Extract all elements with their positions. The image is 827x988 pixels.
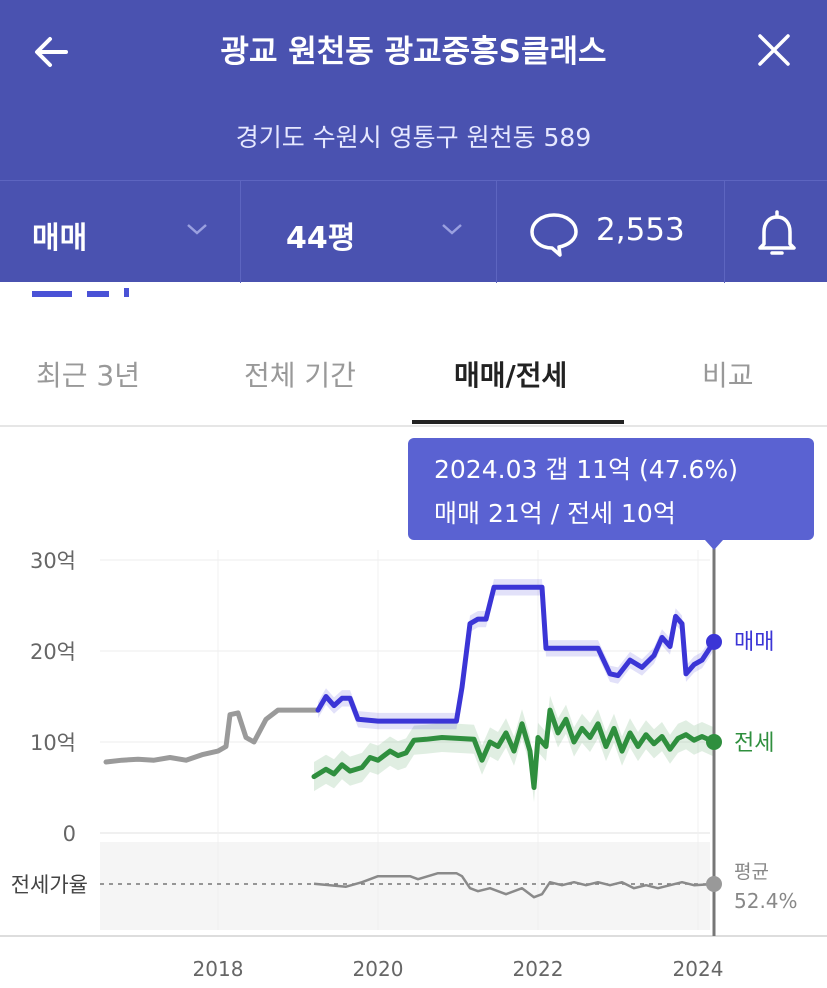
y-tick-label: 20억 — [30, 640, 76, 664]
back-arrow-icon[interactable] — [28, 28, 76, 76]
ratio-end-dot — [706, 876, 722, 892]
close-icon[interactable] — [752, 28, 796, 72]
ratio-line — [313, 871, 715, 899]
page-title: 광교 원천동 광교중흥S클래스 — [220, 34, 607, 70]
tab-compare[interactable]: 비교 — [702, 359, 754, 392]
period-tabs: 최근 3년 전체 기간 매매/전세 비교 — [0, 330, 827, 427]
y-tick-label: 30억 — [30, 549, 76, 573]
active-tab-indicator — [412, 420, 624, 424]
y-tick-label: 0 — [63, 822, 76, 846]
address: 경기도 수원시 영통구 원천동 589 — [235, 123, 592, 152]
header: 광교 원천동 광교중흥S클래스 경기도 수원시 영통구 원천동 589 매매 4… — [0, 0, 827, 283]
tab-recent-3y[interactable]: 최근 3년 — [36, 359, 140, 392]
comment-bubble-icon — [530, 213, 578, 257]
tab-sale-jeonse[interactable]: 매매/전세 — [454, 359, 568, 392]
jeonse-series-label: 전세 — [734, 731, 774, 756]
chevron-down-icon — [187, 224, 207, 235]
x-tick-label: 2018 — [193, 957, 244, 981]
chevron-down-icon — [442, 224, 462, 235]
x-tick-label: 2020 — [353, 957, 404, 981]
average-value: 52.4% — [734, 889, 798, 913]
selector-bar: 매매 44평 — [0, 180, 827, 283]
chart-tooltip: 2024.03 갭 11억 (47.6%) 매매 21억 / 전세 10억 — [408, 438, 814, 540]
x-tick-label: 2022 — [513, 957, 564, 981]
y-tick-label: 10억 — [30, 731, 76, 755]
jeonse-end-dot — [706, 734, 722, 750]
area-select[interactable]: 44평 — [240, 181, 497, 283]
comment-count: 2,553 — [596, 212, 685, 248]
ratio-panel-bg — [100, 842, 710, 930]
x-tick-label: 2024 — [673, 957, 724, 981]
sale-end-dot — [706, 633, 722, 650]
series-line-history — [103, 707, 321, 765]
series-line-jeonse — [311, 707, 717, 790]
tab-all-period[interactable]: 전체 기간 — [244, 359, 356, 392]
series-line-sale — [315, 584, 717, 724]
trade-type-label: 매매 — [32, 221, 88, 256]
average-label: 평균 — [734, 861, 769, 883]
ratio-label: 전세가율 — [11, 873, 88, 897]
tooltip-pointer — [705, 540, 723, 550]
area-label: 44평 — [286, 221, 356, 256]
comments-button[interactable] — [496, 181, 725, 283]
scrolled-content-fragment — [32, 288, 129, 297]
tooltip-price-line: 매매 21억 / 전세 10억 — [434, 499, 676, 528]
trade-type-select[interactable]: 매매 — [0, 181, 241, 283]
bell-icon[interactable] — [752, 208, 802, 258]
tooltip-gap-line: 2024.03 갭 11억 (47.6%) — [434, 455, 738, 484]
sale-series-label: 매매 — [734, 630, 774, 655]
